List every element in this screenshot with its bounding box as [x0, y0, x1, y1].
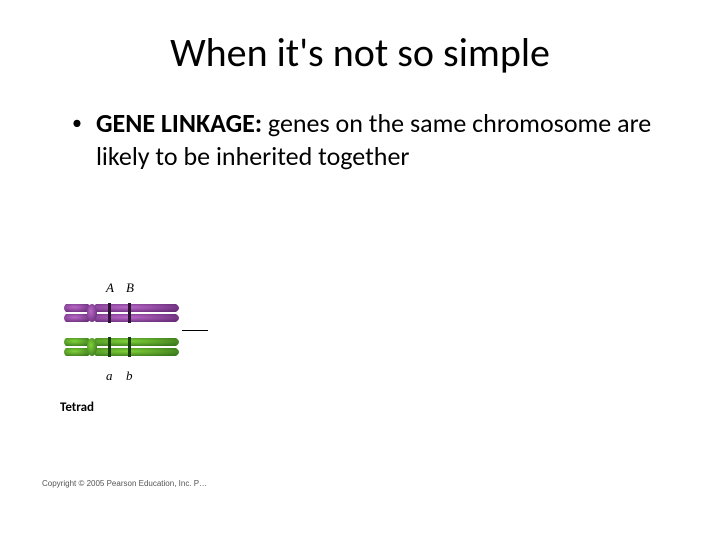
bullet-text: GENE LINKAGE: genes on the same chromoso… — [96, 107, 660, 172]
bullet-bold: GENE LINKAGE: — [96, 107, 262, 139]
slide-title: When it's not so simple — [0, 0, 720, 107]
copyright-text: Copyright © 2005 Pearson Education, Inc.… — [42, 479, 207, 488]
tetrad-diagram: A B a b Tetrad — [60, 280, 220, 440]
tetrad-label: Tetrad — [60, 400, 94, 415]
chromosome-green — [64, 337, 179, 357]
bullet-item: • GENE LINKAGE: genes on the same chromo… — [0, 107, 720, 172]
chromosome-purple — [64, 303, 179, 323]
bullet-marker: • — [72, 107, 96, 136]
chromosome-svg — [60, 294, 190, 394]
